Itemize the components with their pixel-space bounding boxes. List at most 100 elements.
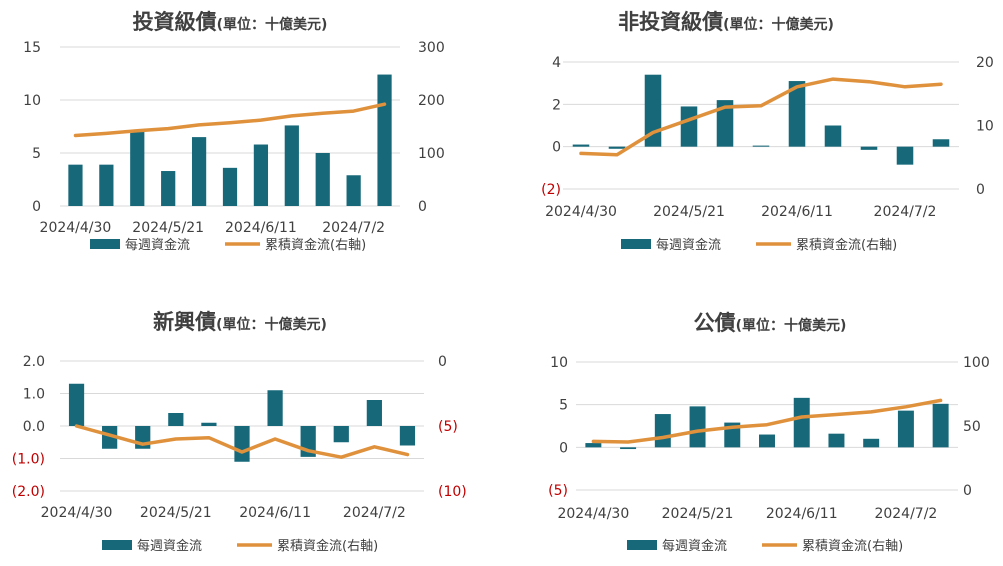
left-axis-tick-label: 0.0 — [23, 419, 45, 435]
chart-panel-treasury: 公債(單位：十億美元) (5) 0 5 10 0 50 100 2024/4/30 2024/5/… — [501, 283, 1002, 566]
chart-title-unit: (單位：十億美元) — [736, 317, 847, 334]
bar — [346, 175, 361, 206]
legend-bar-swatch — [90, 239, 120, 249]
left-axis-tick-label: 15 — [23, 40, 41, 56]
bar — [68, 164, 83, 206]
left-axis-tick-label: 2.0 — [23, 354, 45, 370]
chart-panel-high-yield: 非投資級債(單位：十億美元) (2) 0 2 4 0 10 20 2024/4/30 2024/5… — [501, 0, 1002, 283]
bar — [863, 438, 880, 448]
left-axis-tick-label: 4 — [552, 55, 561, 71]
bar — [222, 167, 238, 206]
chart-title-main: 投資級債 — [133, 10, 217, 34]
x-axis-tick-label: 2024/7/2 — [322, 220, 385, 236]
bar — [315, 153, 330, 206]
chart-title-unit: (單位：十億美元) — [216, 316, 327, 333]
legend-bar-label: 每週資金流 — [656, 237, 721, 253]
bar — [102, 426, 118, 449]
x-axis-tick-label: 2024/5/21 — [662, 506, 734, 522]
chart-svg: 新興債(單位：十億美元) (2.0) (1.0) 0.0 1.0 2.0 (10) (5) 0 2… — [12, 310, 467, 554]
left-axis-tick-label: (2.0) — [12, 484, 45, 500]
legend-line-label: 累積資金流(右軸) — [277, 538, 378, 554]
chart-title-unit: (單位：十億美元) — [217, 16, 328, 33]
bar — [644, 74, 662, 147]
legend-line-label: 累積資金流(右軸) — [796, 237, 897, 253]
chart-title-main: 非投資級債 — [618, 10, 723, 34]
bar — [860, 146, 878, 150]
right-axis-tick-label: 0 — [963, 483, 972, 499]
right-axis-tick-label: 300 — [418, 40, 445, 56]
bar — [897, 410, 914, 448]
left-axis-tick-label: 1.0 — [23, 387, 45, 403]
bar — [201, 422, 217, 426]
x-axis-tick-label: 2024/4/30 — [40, 220, 112, 236]
bar — [828, 433, 845, 448]
x-axis-tick-label: 2024/7/2 — [874, 506, 937, 522]
bar — [168, 413, 184, 426]
right-axis-tick-label: 0 — [438, 354, 447, 370]
chart-svg: 投資級債(單位：十億美元) 0 5 10 15 0 100 200 300 2024/4/30 20… — [23, 10, 445, 253]
bar — [716, 100, 734, 147]
bar — [788, 81, 806, 147]
chart-svg: 非投資級債(單位：十億美元) (2) 0 2 4 0 10 20 2024/4/30 2024/5… — [541, 10, 994, 253]
x-axis-tick-label: 2024/6/11 — [766, 506, 838, 522]
right-axis-tick-label: 50 — [963, 419, 981, 435]
right-axis-tick-label: 100 — [418, 146, 445, 162]
left-axis-tick-label: 0 — [552, 140, 561, 156]
x-axis-tick-label: 2024/4/30 — [41, 505, 113, 521]
left-axis-tick-label: (1.0) — [12, 452, 45, 468]
bar — [130, 131, 145, 206]
legend-line-label: 累積資金流(右軸) — [802, 538, 903, 554]
x-axis-tick-label: 2024/5/21 — [140, 505, 212, 521]
legend-bar-swatch — [621, 239, 651, 249]
bar — [759, 434, 775, 448]
chart-panel-investment-grade: 投資級債(單位：十億美元) 0 5 10 15 0 100 200 300 2024/4/30 20… — [0, 0, 501, 283]
x-axis-tick-label: 2024/4/30 — [545, 204, 617, 220]
bar — [585, 443, 602, 448]
legend-bar-label: 每週資金流 — [662, 538, 727, 554]
bar — [608, 146, 626, 149]
bar — [932, 403, 949, 448]
bar — [68, 383, 85, 426]
chart-title-unit: (單位：十億美元) — [723, 16, 834, 33]
chart-title: 新興債(單位：十億美元) — [153, 310, 327, 334]
bar — [689, 406, 706, 448]
x-axis-tick-label: 2024/5/21 — [653, 204, 725, 220]
cumulative-line — [74, 424, 410, 459]
left-axis-tick-label: 0 — [32, 199, 41, 215]
bar — [680, 106, 698, 147]
bar — [253, 144, 269, 206]
chart-panel-emerging-market: 新興債(單位：十億美元) (2.0) (1.0) 0.0 1.0 2.0 (10) (5) 0 2… — [0, 283, 501, 566]
right-axis-tick-label: 10 — [976, 119, 994, 135]
bar — [752, 145, 770, 147]
chart-title: 投資級債(單位：十億美元) — [133, 10, 328, 34]
bar — [366, 400, 382, 426]
bar — [161, 171, 176, 206]
x-axis-tick-label: 2024/5/21 — [132, 220, 204, 236]
legend-line-label: 累積資金流(右軸) — [265, 237, 366, 253]
left-axis-tick-label: 10 — [23, 93, 41, 109]
bar — [572, 144, 590, 147]
left-axis-tick-label: 5 — [32, 146, 41, 162]
bar — [267, 390, 283, 426]
x-axis-tick-label: 2024/6/11 — [239, 505, 311, 521]
legend-bar-swatch — [627, 540, 657, 550]
bar — [654, 414, 671, 448]
bar — [399, 426, 416, 446]
legend-bar-label: 每週資金流 — [137, 538, 202, 554]
bar — [284, 125, 299, 206]
left-axis-tick-label: (2) — [541, 182, 561, 198]
right-axis-tick-label: 20 — [976, 55, 994, 71]
chart-title-main: 新興債 — [153, 310, 216, 334]
bar — [620, 447, 637, 450]
left-axis-tick-label: 0 — [559, 440, 568, 456]
cumulative-line — [73, 102, 387, 138]
left-axis-tick-label: 5 — [559, 398, 568, 414]
chart-title: 非投資級債(單位：十億美元) — [618, 10, 834, 34]
chart-title-main: 公債 — [694, 311, 736, 335]
right-axis-tick-label: 200 — [418, 93, 445, 109]
bar — [793, 397, 810, 448]
x-axis-tick-label: 2024/6/11 — [761, 204, 833, 220]
cumulative-line — [591, 398, 943, 444]
left-axis-tick-label: 10 — [550, 355, 568, 371]
